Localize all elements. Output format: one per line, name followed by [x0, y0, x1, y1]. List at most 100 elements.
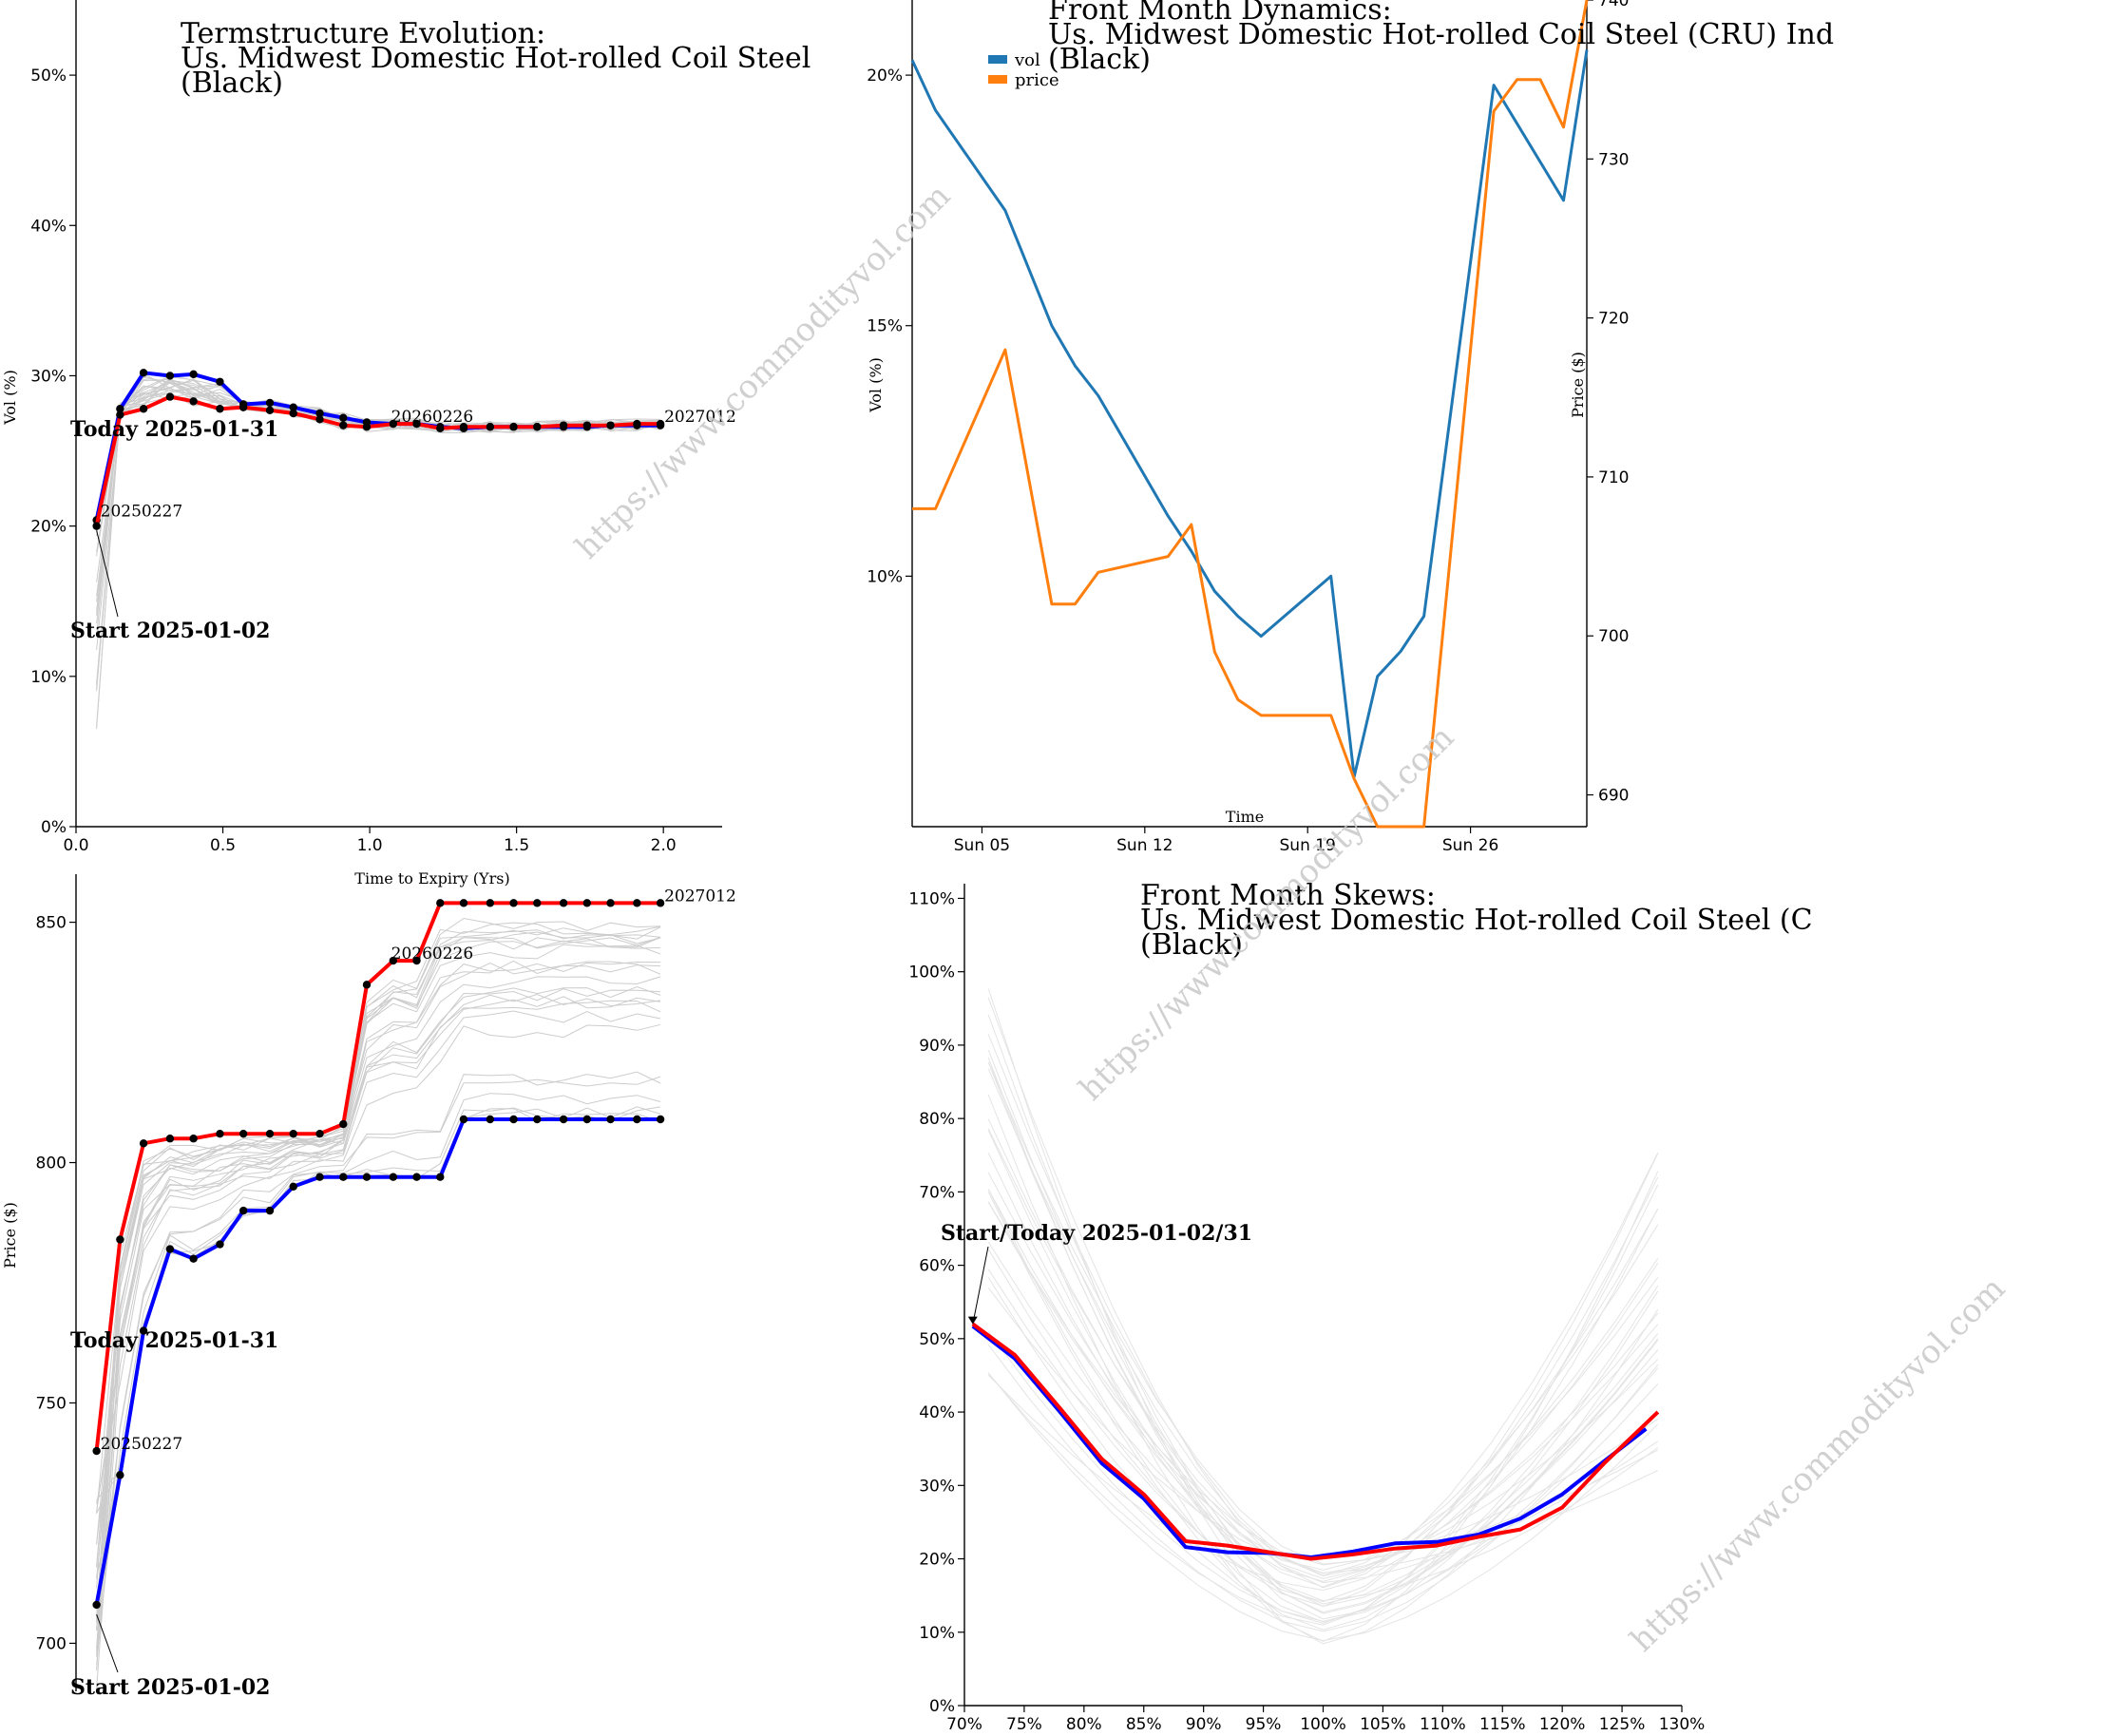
y-axis-tick-label: 750 — [36, 1394, 67, 1413]
today-point — [289, 409, 297, 418]
history-line — [987, 1277, 1659, 1571]
today-point — [509, 899, 518, 907]
y-axis-tick-label: 40% — [919, 1403, 955, 1422]
history-line — [96, 1023, 661, 1504]
x-axis-label: Time to Expiry (Yrs) — [354, 869, 509, 887]
chart-title: Us. Midwest Domestic Hot-rolled Coil Ste… — [1048, 18, 1834, 51]
start-series-line — [94, 371, 661, 521]
today-point — [389, 419, 398, 429]
history-line — [96, 375, 661, 513]
history-line — [96, 944, 661, 1567]
start-point — [339, 413, 348, 422]
x-axis-tick-label: 85% — [1126, 1715, 1162, 1734]
today-point — [656, 899, 665, 907]
y-axis-label: Vol (%) — [867, 357, 885, 413]
expiry-annotation: 20260226 — [391, 944, 474, 963]
y-axis-tick-label: 10% — [30, 668, 67, 687]
history-line — [987, 1014, 1659, 1614]
history-line — [987, 1152, 1659, 1588]
today-point — [606, 899, 615, 907]
start-point — [389, 1173, 398, 1181]
y-axis-tick-label: 50% — [919, 1330, 955, 1349]
x-axis-tick-label: 95% — [1246, 1715, 1282, 1734]
front-month-skews-chart: 70% 75% 80% 85% 90% 95% 100% 105% 110% 115% 120% 12… — [908, 879, 1812, 1734]
y-axis-tick-label: 0% — [929, 1697, 955, 1716]
history-line — [987, 1118, 1659, 1584]
history-line — [96, 988, 661, 1579]
start-point — [656, 1115, 665, 1124]
x-axis-tick-label: 80% — [1066, 1715, 1102, 1734]
today-point — [116, 1235, 124, 1244]
expiry-annotation: 20260226 — [391, 408, 474, 427]
today-point — [189, 1135, 198, 1143]
today-point — [139, 1139, 148, 1148]
start-point — [339, 1173, 348, 1181]
today-point — [315, 415, 324, 424]
y-axis-tick-label: 110% — [908, 889, 955, 908]
start-point — [559, 1115, 568, 1124]
today-point — [582, 899, 592, 907]
x-axis-tick-label: 2.0 — [651, 836, 677, 855]
x-axis-tick-label: 0.0 — [63, 836, 88, 855]
start-point — [265, 398, 275, 408]
skew-arrowhead — [967, 1316, 978, 1325]
history-line — [96, 1093, 661, 1653]
history-line — [96, 386, 661, 582]
start-point — [289, 1182, 297, 1192]
start-point — [582, 1115, 592, 1124]
termstructure-vol-chart: 0.0 0.5 1.0 1.5 2.0 0% 10% 20% 30% 40% 50% Termstru… — [1, 0, 811, 887]
start-point — [92, 1600, 101, 1610]
y-axis-right-tick-label: 710 — [1598, 468, 1629, 487]
y-axis-tick-label: 20% — [919, 1551, 955, 1570]
today-point — [509, 423, 518, 431]
history-line — [96, 1076, 661, 1666]
today-point — [116, 410, 124, 419]
y-axis-tick-label: 700 — [36, 1634, 67, 1653]
history-line — [96, 936, 661, 1589]
start-point — [139, 369, 148, 377]
expiry-annotation: 20250227 — [101, 503, 183, 522]
y-axis-tick-label: 100% — [908, 963, 955, 982]
history-line — [987, 1049, 1659, 1607]
watermark: https://www.commodityvol.com — [568, 177, 958, 566]
history-line — [96, 961, 661, 1568]
history-line — [987, 1128, 1659, 1574]
chart-title: (Black) — [1140, 928, 1243, 962]
y-axis-tick-label: 20% — [30, 518, 67, 537]
history-line — [96, 1010, 661, 1689]
start-point — [436, 1173, 445, 1181]
vol-series-line — [910, 49, 1589, 778]
today-point — [265, 406, 275, 415]
termstructure-price-chart: 700 750 800 850 Price ($) 20250227 20260226 202… — [1, 874, 736, 1700]
chart-title: Termstructure Evolution: — [181, 17, 545, 50]
history-line — [987, 1344, 1659, 1632]
today-point — [656, 419, 665, 429]
skew-arrow — [972, 1246, 989, 1325]
history-line — [987, 1189, 1659, 1623]
today-point — [362, 981, 372, 989]
chart-title: Us. Midwest Domestic Hot-rolled Coil Ste… — [181, 42, 811, 75]
history-line — [96, 375, 661, 597]
y-axis-right-tick-label: 740 — [1598, 0, 1629, 10]
history-line — [987, 1034, 1659, 1576]
today-point — [92, 522, 101, 530]
today-point — [92, 1446, 101, 1456]
today-point — [633, 899, 641, 907]
today-point — [633, 419, 641, 429]
chart-title: (Black) — [1048, 43, 1151, 76]
history-line — [987, 1068, 1659, 1577]
today-point — [486, 423, 495, 431]
x-axis-tick-label: 105% — [1360, 1715, 1406, 1734]
y-axis-tick-label: 30% — [30, 367, 67, 386]
watermark: https://www.commodityvol.com — [1623, 1269, 2012, 1659]
start-point — [533, 1115, 542, 1124]
start-point — [265, 1206, 275, 1215]
today-point — [533, 423, 542, 431]
legend-swatch — [988, 75, 1007, 84]
y-axis-tick-label: 90% — [919, 1037, 955, 1056]
history-line — [987, 1208, 1659, 1625]
today-point — [436, 424, 445, 433]
y-axis-label: Vol (%) — [1, 370, 19, 426]
y-axis-tick-label: 50% — [30, 67, 67, 86]
